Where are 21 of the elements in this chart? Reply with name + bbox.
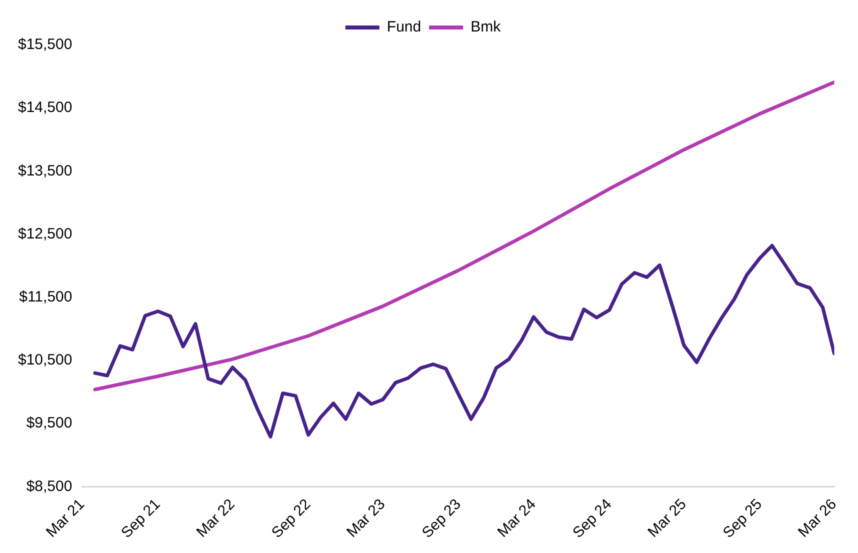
x-tick-label: Sep 22: [268, 496, 314, 542]
y-tick-label: $9,500: [26, 414, 72, 432]
x-tick-label: Mar 24: [494, 496, 540, 541]
x-tick-label: Sep 23: [418, 496, 464, 542]
x-tick-label: Sep 24: [570, 496, 616, 542]
legend-label: Fund: [386, 18, 422, 36]
x-tick-label: Mar 21: [42, 496, 88, 541]
x-tick-label: Mar 26: [794, 496, 840, 541]
x-tick-label: Sep 21: [118, 496, 164, 542]
y-tick-label: $8,500: [26, 478, 72, 495]
y-tick-label: $10,500: [18, 352, 72, 369]
y-tick-label: $12,500: [18, 225, 72, 242]
x-tick-label: Mar 22: [193, 496, 238, 541]
x-tick-label: Mar 23: [344, 496, 389, 541]
y-tick-label: $11,500: [19, 288, 72, 306]
x-tick-label: Sep 25: [720, 496, 766, 542]
y-tick-label: $14,500: [18, 99, 72, 116]
y-tick-label: $15,500: [18, 36, 72, 54]
x-tick-label: Mar 25: [644, 496, 690, 541]
legend-label: Bmk: [470, 18, 502, 36]
y-tick-label: $13,500: [18, 162, 72, 180]
